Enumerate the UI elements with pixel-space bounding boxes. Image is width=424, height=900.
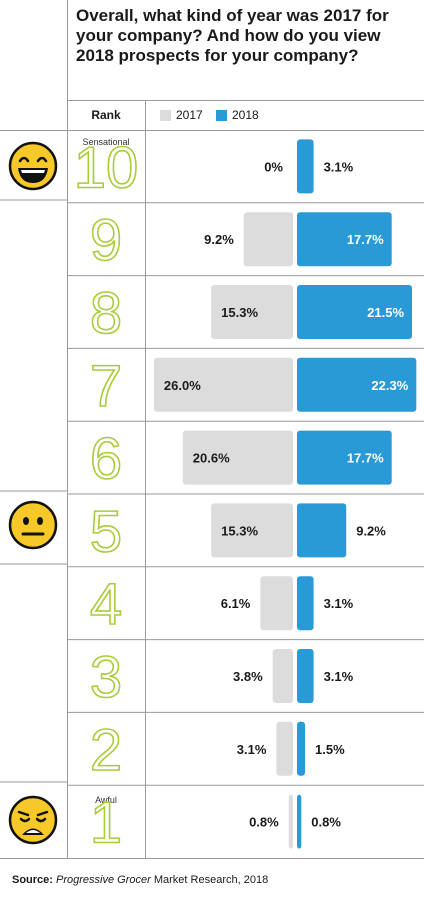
footer-divider	[0, 858, 424, 859]
label-2017-rank-10: 0%	[264, 159, 283, 174]
label-2018-rank-3: 3.1%	[324, 669, 354, 684]
label-2018-rank-8: 21.5%	[367, 305, 404, 320]
bar-2017-rank-3	[272, 649, 293, 703]
bar-2018-rank-7	[297, 357, 417, 412]
legend-label-2017: 2017	[176, 108, 203, 122]
bar-2018-rank-10	[297, 139, 314, 194]
rank-number-6: 6	[90, 427, 122, 492]
bar-2017-rank-6	[182, 430, 293, 485]
weary-face-icon	[8, 795, 58, 845]
source-prefix: Source:	[12, 874, 53, 886]
rank-number-10: 10	[74, 135, 139, 200]
legend-swatch-2017	[160, 109, 171, 121]
label-2018-rank-1: 0.8%	[311, 815, 341, 830]
label-2017-rank-9: 9.2%	[204, 232, 234, 247]
rank-label-sensational: Sensational	[82, 137, 130, 147]
label-2017-rank-5: 15.3%	[221, 523, 258, 538]
rank-number-7: 7	[90, 354, 122, 419]
rank-number-5: 5	[90, 499, 122, 564]
bar-2017-rank-7	[153, 357, 293, 412]
bar-2017-rank-5	[211, 503, 293, 558]
label-2017-rank-2: 3.1%	[237, 742, 267, 757]
rank-column-right-border	[145, 100, 146, 858]
source-rest: Market Research, 2018	[150, 874, 269, 886]
bar-2017-rank-9	[243, 212, 293, 267]
legend-swatch-2018	[216, 109, 227, 121]
chart-title: Overall, what kind of year was 2017 for …	[76, 6, 389, 65]
label-2018-rank-7: 22.3%	[371, 378, 408, 393]
header-divider	[67, 100, 424, 101]
rank-number-3: 3	[90, 645, 122, 710]
label-2017-rank-8: 15.3%	[221, 305, 258, 320]
label-2018-rank-10: 3.1%	[324, 159, 354, 174]
rank-column-header: Rank	[91, 108, 121, 122]
label-2018-rank-4: 3.1%	[324, 596, 354, 611]
neutral-face-icon	[8, 500, 58, 550]
rank-number-9: 9	[90, 208, 122, 273]
header-bottom-divider	[0, 130, 424, 131]
rank-number-4: 4	[90, 572, 122, 637]
label-2018-rank-2: 1.5%	[315, 742, 345, 757]
label-2018-rank-6: 17.7%	[347, 451, 384, 466]
label-2017-rank-7: 26.0%	[164, 378, 201, 393]
bar-chart: 10 0% 3.1%9 9.2% 17.7%8 15.3% 21.5%7 26.0% 22.3%…	[0, 135, 424, 856]
bar-2018-rank-4	[297, 576, 314, 631]
source-publication: Progressive Grocer	[56, 874, 151, 886]
label-2017-rank-4: 6.1%	[221, 596, 251, 611]
rank-number-8: 8	[90, 281, 122, 346]
rank-number-2: 2	[90, 718, 122, 783]
bar-2018-rank-1	[297, 794, 302, 849]
bar-2018-rank-5	[297, 503, 347, 558]
legend-item-2018: 2018	[216, 108, 259, 122]
label-2018-rank-5: 9.2%	[356, 523, 386, 538]
bar-2018-rank-3	[297, 649, 314, 703]
bar-2018-rank-9	[297, 212, 392, 267]
bar-2017-rank-1	[288, 794, 293, 849]
rank-column-left-border	[67, 0, 68, 858]
rank-number-1: 1	[90, 791, 122, 856]
label-2017-rank-3: 3.8%	[233, 669, 263, 684]
bar-2018-rank-8	[297, 285, 413, 339]
label-2018-rank-9: 17.7%	[347, 232, 384, 247]
bar-2017-rank-8	[211, 285, 293, 339]
label-2017-rank-1: 0.8%	[249, 815, 279, 830]
bar-2017-rank-4	[260, 576, 293, 631]
label-2017-rank-6: 20.6%	[193, 451, 230, 466]
source-note: Source: Progressive Grocer Market Resear…	[12, 874, 268, 886]
legend-item-2017: 2017	[160, 108, 203, 122]
bar-2018-rank-2	[297, 721, 306, 776]
legend-label-2018: 2018	[232, 108, 259, 122]
bar-2018-rank-6	[297, 430, 392, 485]
grinning-face-icon	[8, 141, 58, 191]
rank-label-awful: Awful	[95, 795, 117, 805]
bar-2017-rank-2	[276, 721, 293, 776]
